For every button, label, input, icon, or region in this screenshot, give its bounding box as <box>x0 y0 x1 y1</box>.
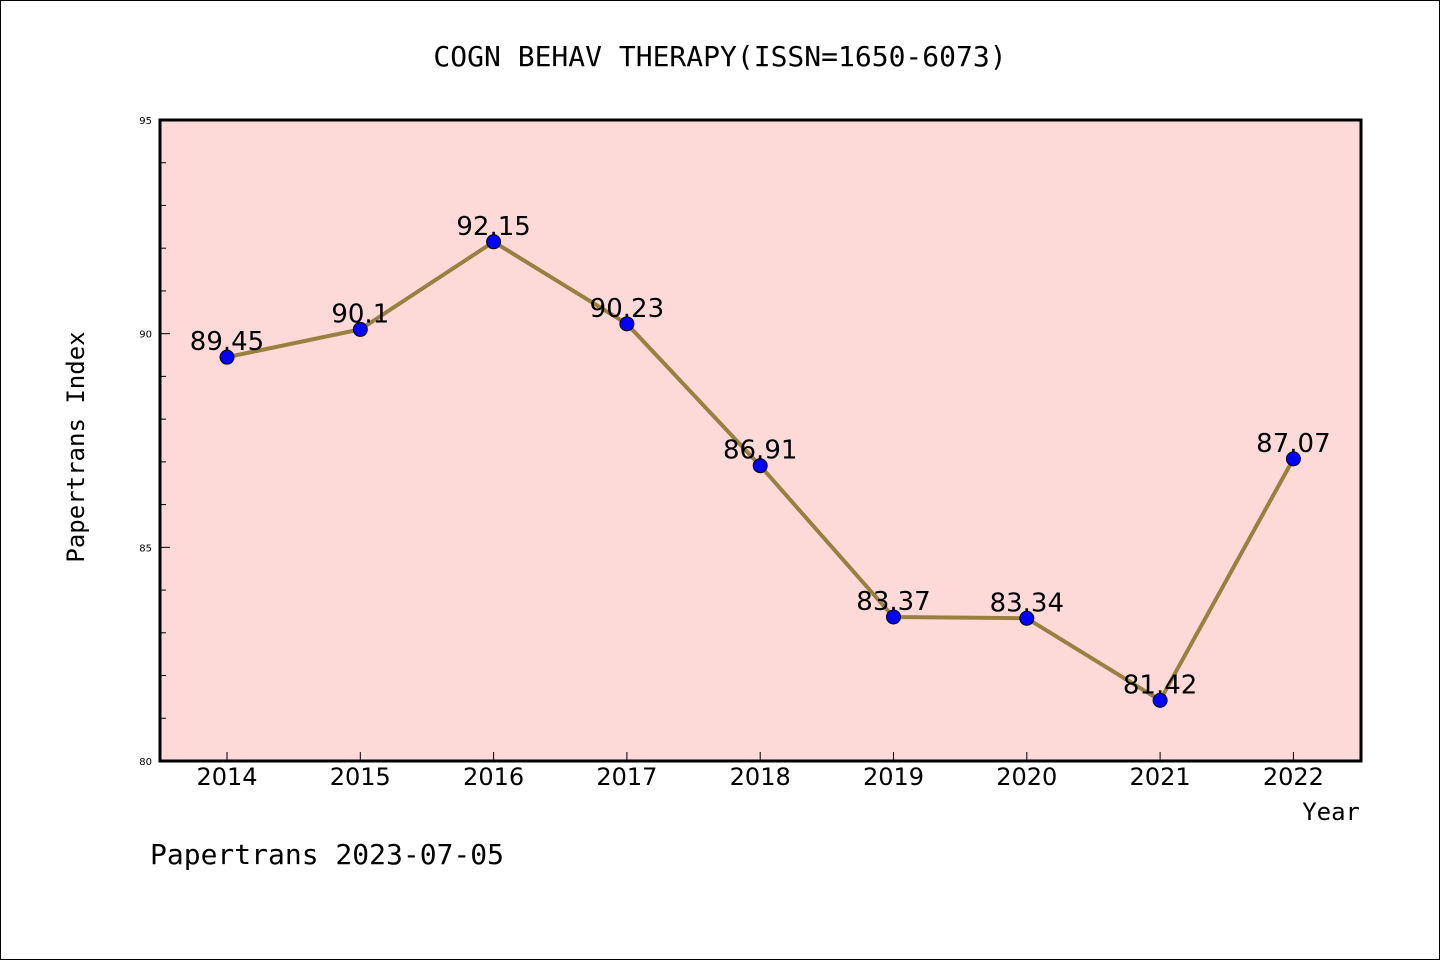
data-label: 90.23 <box>590 294 664 324</box>
x-tick-label: 2022 <box>1263 763 1324 791</box>
x-axis: 2014 2015 2016 2017 2018 2019 2020 2021 2022 <box>196 752 1324 791</box>
y-axis-label: Papertrans Index <box>62 331 90 562</box>
data-label: 86.91 <box>723 436 797 466</box>
series-line <box>219 234 1301 708</box>
chart-title: COGN BEHAV THERAPY(ISSN=1650-6073) <box>433 40 1006 73</box>
data-point <box>352 321 368 337</box>
data-label: 92.15 <box>456 212 530 242</box>
y-axis: 80 85 90 95 <box>139 116 170 768</box>
x-tick-label: 2017 <box>596 763 657 791</box>
x-tick-label: 2014 <box>196 763 257 791</box>
x-tick-label: 2021 <box>1130 763 1191 791</box>
data-label: 87.07 <box>1256 429 1330 459</box>
data-label: 81.42 <box>1123 670 1197 700</box>
data-label: 83.37 <box>856 587 930 617</box>
x-tick-label: 2018 <box>730 763 791 791</box>
data-point <box>1152 692 1168 708</box>
data-point <box>219 349 235 365</box>
data-labels: 89.45 90.1 92.15 90.23 86.91 83.37 83.34 81.42 8… <box>190 212 1331 701</box>
x-tick-label: 2019 <box>863 763 924 791</box>
footer-text: Papertrans 2023-07-05 <box>150 838 504 871</box>
x-tick-label: 2020 <box>996 763 1057 791</box>
x-axis-label: Year <box>1302 798 1360 826</box>
data-point <box>1019 610 1035 626</box>
plot-area <box>158 118 1363 763</box>
data-point <box>486 234 502 250</box>
data-point <box>752 458 768 474</box>
data-label: 89.45 <box>190 327 264 357</box>
data-label: 90.1 <box>331 299 389 329</box>
data-point <box>886 609 901 625</box>
y-tick-label: 95 <box>139 116 152 127</box>
x-tick-label: 2016 <box>463 763 524 791</box>
data-point <box>1285 451 1301 467</box>
y-tick-label: 85 <box>139 543 152 554</box>
data-point <box>619 316 635 332</box>
x-tick-label: 2015 <box>330 763 391 791</box>
data-label: 83.34 <box>990 588 1064 618</box>
y-tick-label: 80 <box>139 757 152 768</box>
y-tick-label: 90 <box>139 330 152 341</box>
